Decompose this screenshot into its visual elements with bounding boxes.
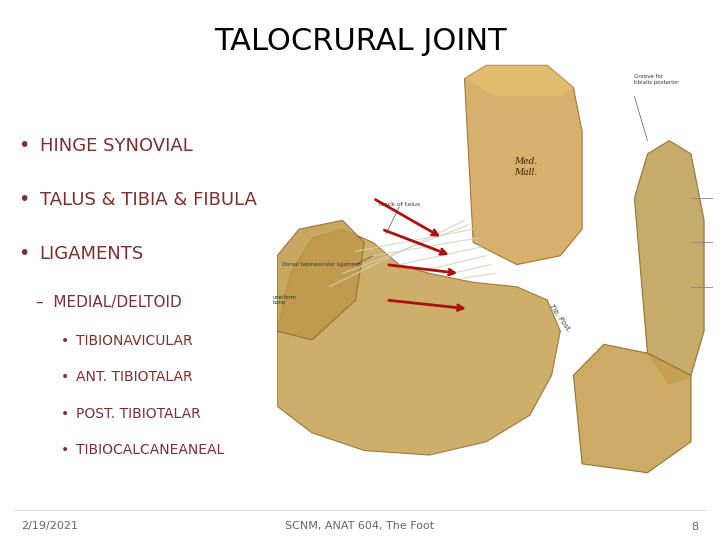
Polygon shape (277, 220, 364, 340)
Polygon shape (464, 65, 582, 265)
Text: TALOCRURAL JOINT: TALOCRURAL JOINT (214, 27, 506, 56)
Text: TIBIONAVICULAR: TIBIONAVICULAR (76, 334, 192, 348)
Text: •: • (18, 190, 30, 210)
Text: •: • (61, 443, 69, 457)
Text: TIBIOCALCANEANEAL: TIBIOCALCANEANEAL (76, 443, 224, 457)
Polygon shape (464, 65, 573, 96)
Text: •: • (61, 370, 69, 384)
Text: ANT. TIBIOTALAR: ANT. TIBIOTALAR (76, 370, 192, 384)
Polygon shape (634, 140, 704, 384)
Text: POST. TIBIOTALAR: POST. TIBIOTALAR (76, 407, 200, 421)
Text: •: • (18, 244, 30, 264)
Text: •: • (61, 407, 69, 421)
Text: uneiform
bone: uneiform bone (273, 295, 297, 306)
Text: SCNM, ANAT 604, The Foot: SCNM, ANAT 604, The Foot (285, 522, 435, 531)
Text: Neck of talus: Neck of talus (379, 202, 420, 207)
Text: 2/19/2021: 2/19/2021 (22, 522, 78, 531)
Text: LIGAMENTS: LIGAMENTS (40, 245, 144, 263)
Text: HINGE SYNOVIAL: HINGE SYNOVIAL (40, 137, 192, 155)
Polygon shape (573, 345, 691, 472)
Text: Dorsal talonavicular ligament: Dorsal talonavicular ligament (282, 262, 360, 267)
Text: Tib. Post.: Tib. Post. (549, 303, 572, 333)
Polygon shape (277, 229, 560, 455)
Text: Med.
Mall.: Med. Mall. (514, 158, 537, 177)
Text: TALUS & TIBIA & FIBULA: TALUS & TIBIA & FIBULA (40, 191, 256, 209)
Text: 8: 8 (691, 522, 698, 531)
Text: Groove for
tibialis posterior: Groove for tibialis posterior (634, 74, 679, 85)
Text: •: • (18, 136, 30, 156)
Text: –  MEDIAL/DELTOID: – MEDIAL/DELTOID (36, 295, 181, 310)
Text: •: • (61, 334, 69, 348)
